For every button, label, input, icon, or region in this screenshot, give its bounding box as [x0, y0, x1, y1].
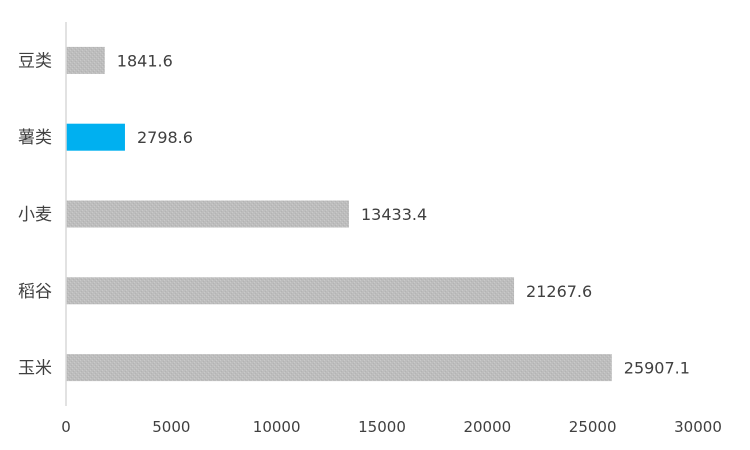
value-label: 25907.1 [624, 359, 690, 378]
value-label: 2798.6 [137, 128, 193, 147]
x-tick-label: 20000 [463, 418, 511, 436]
bar-item-5 [66, 354, 612, 381]
category-label: 玉米 [18, 359, 52, 379]
bar-item-2 [66, 124, 125, 151]
x-tick-label: 15000 [358, 418, 406, 436]
category-label: 薯类 [18, 128, 52, 148]
value-label: 1841.6 [117, 51, 173, 70]
value-label: 13433.4 [361, 205, 427, 224]
x-tick-label: 25000 [569, 418, 617, 436]
category-label: 小麦 [18, 205, 52, 225]
category-label: 豆类 [18, 51, 52, 71]
x-tick-label: 5000 [152, 418, 190, 436]
bars-layer: 豆类 1841.6 薯类 2798.6 小麦 13433.4 稻谷 21267.6 玉米 2590… [18, 47, 690, 381]
bar-item-1 [66, 47, 105, 74]
x-tick-label: 30000 [674, 418, 722, 436]
x-tick-label: 10000 [253, 418, 301, 436]
bar-item-3 [66, 201, 349, 228]
value-label: 21267.6 [526, 282, 592, 301]
bar-item-4 [66, 277, 514, 304]
x-tick-label: 0 [61, 418, 71, 436]
category-label: 稻谷 [18, 282, 52, 302]
